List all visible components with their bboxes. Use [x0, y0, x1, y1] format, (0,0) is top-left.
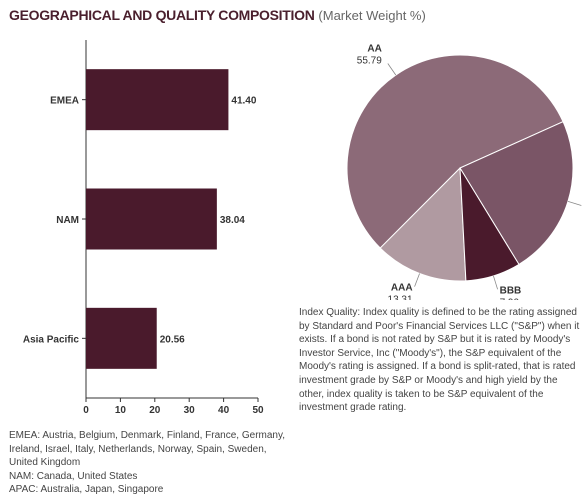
pie-leader-line	[567, 200, 582, 206]
bar-emea	[86, 69, 229, 131]
x-tick-label: 50	[252, 405, 264, 416]
chart-title-main: GEOGRAPHICAL AND QUALITY COMPOSITION	[9, 7, 315, 23]
pie-label-value: 55.79	[357, 56, 382, 67]
pie-slice-a	[459, 120, 574, 266]
pie-slice-bbb	[459, 167, 520, 282]
region-note-apac: APAC: Australia, Japan, Singapore	[9, 484, 164, 496]
region-bar-chart: EMEA 41.40 NAM 38.04 Asia Pacific 20.56 0 10 20 3…	[23, 40, 264, 416]
region-note-nam: NAM: Canada, United States	[9, 470, 138, 482]
x-tick-label: 30	[184, 405, 196, 416]
region-notes: EMEA: Austria, Belgium, Denmark, Finland…	[9, 429, 294, 497]
pie-leader-line	[414, 273, 420, 287]
y-tick-label: Asia Pacific	[23, 334, 80, 345]
x-tick-label: 20	[149, 405, 161, 416]
bar-nam	[86, 188, 217, 250]
y-tick-label: NAM	[56, 215, 79, 226]
quality-pie-chart: AAA13.31AA55.79A22.99BBB7.90	[346, 44, 582, 300]
bar-value-label: 38.04	[220, 215, 245, 226]
region-note-emea: EMEA: Austria, Belgium, Denmark, Finland…	[9, 430, 286, 469]
x-tick-label: 10	[115, 405, 127, 416]
pie-slice-aa	[346, 54, 564, 249]
chart-title-subtitle: (Market Weight %)	[318, 8, 426, 23]
pie-label-value: 13.31	[388, 295, 413, 300]
pie-label-name: AA	[367, 44, 381, 55]
y-tick-label: EMEA	[50, 96, 79, 107]
pie-label-name: AAA	[391, 283, 413, 294]
bar-value-label: 20.56	[160, 334, 185, 345]
pie-leader-line	[387, 63, 397, 76]
pie-leader-line	[493, 275, 498, 290]
bar-value-label: 41.40	[231, 96, 256, 107]
x-tick-label: 40	[218, 405, 230, 416]
x-tick-label: 0	[83, 405, 89, 416]
pie-slice-aaa	[379, 166, 467, 282]
bar-asia-pacific	[86, 307, 157, 369]
chart-title: GEOGRAPHICAL AND QUALITY COMPOSITION (Ma…	[9, 7, 426, 23]
index-quality-note: Index Quality: Index quality is defined …	[299, 307, 580, 414]
pie-label-name: BBB	[500, 285, 522, 296]
pie-label-value: 7.90	[500, 297, 520, 300]
